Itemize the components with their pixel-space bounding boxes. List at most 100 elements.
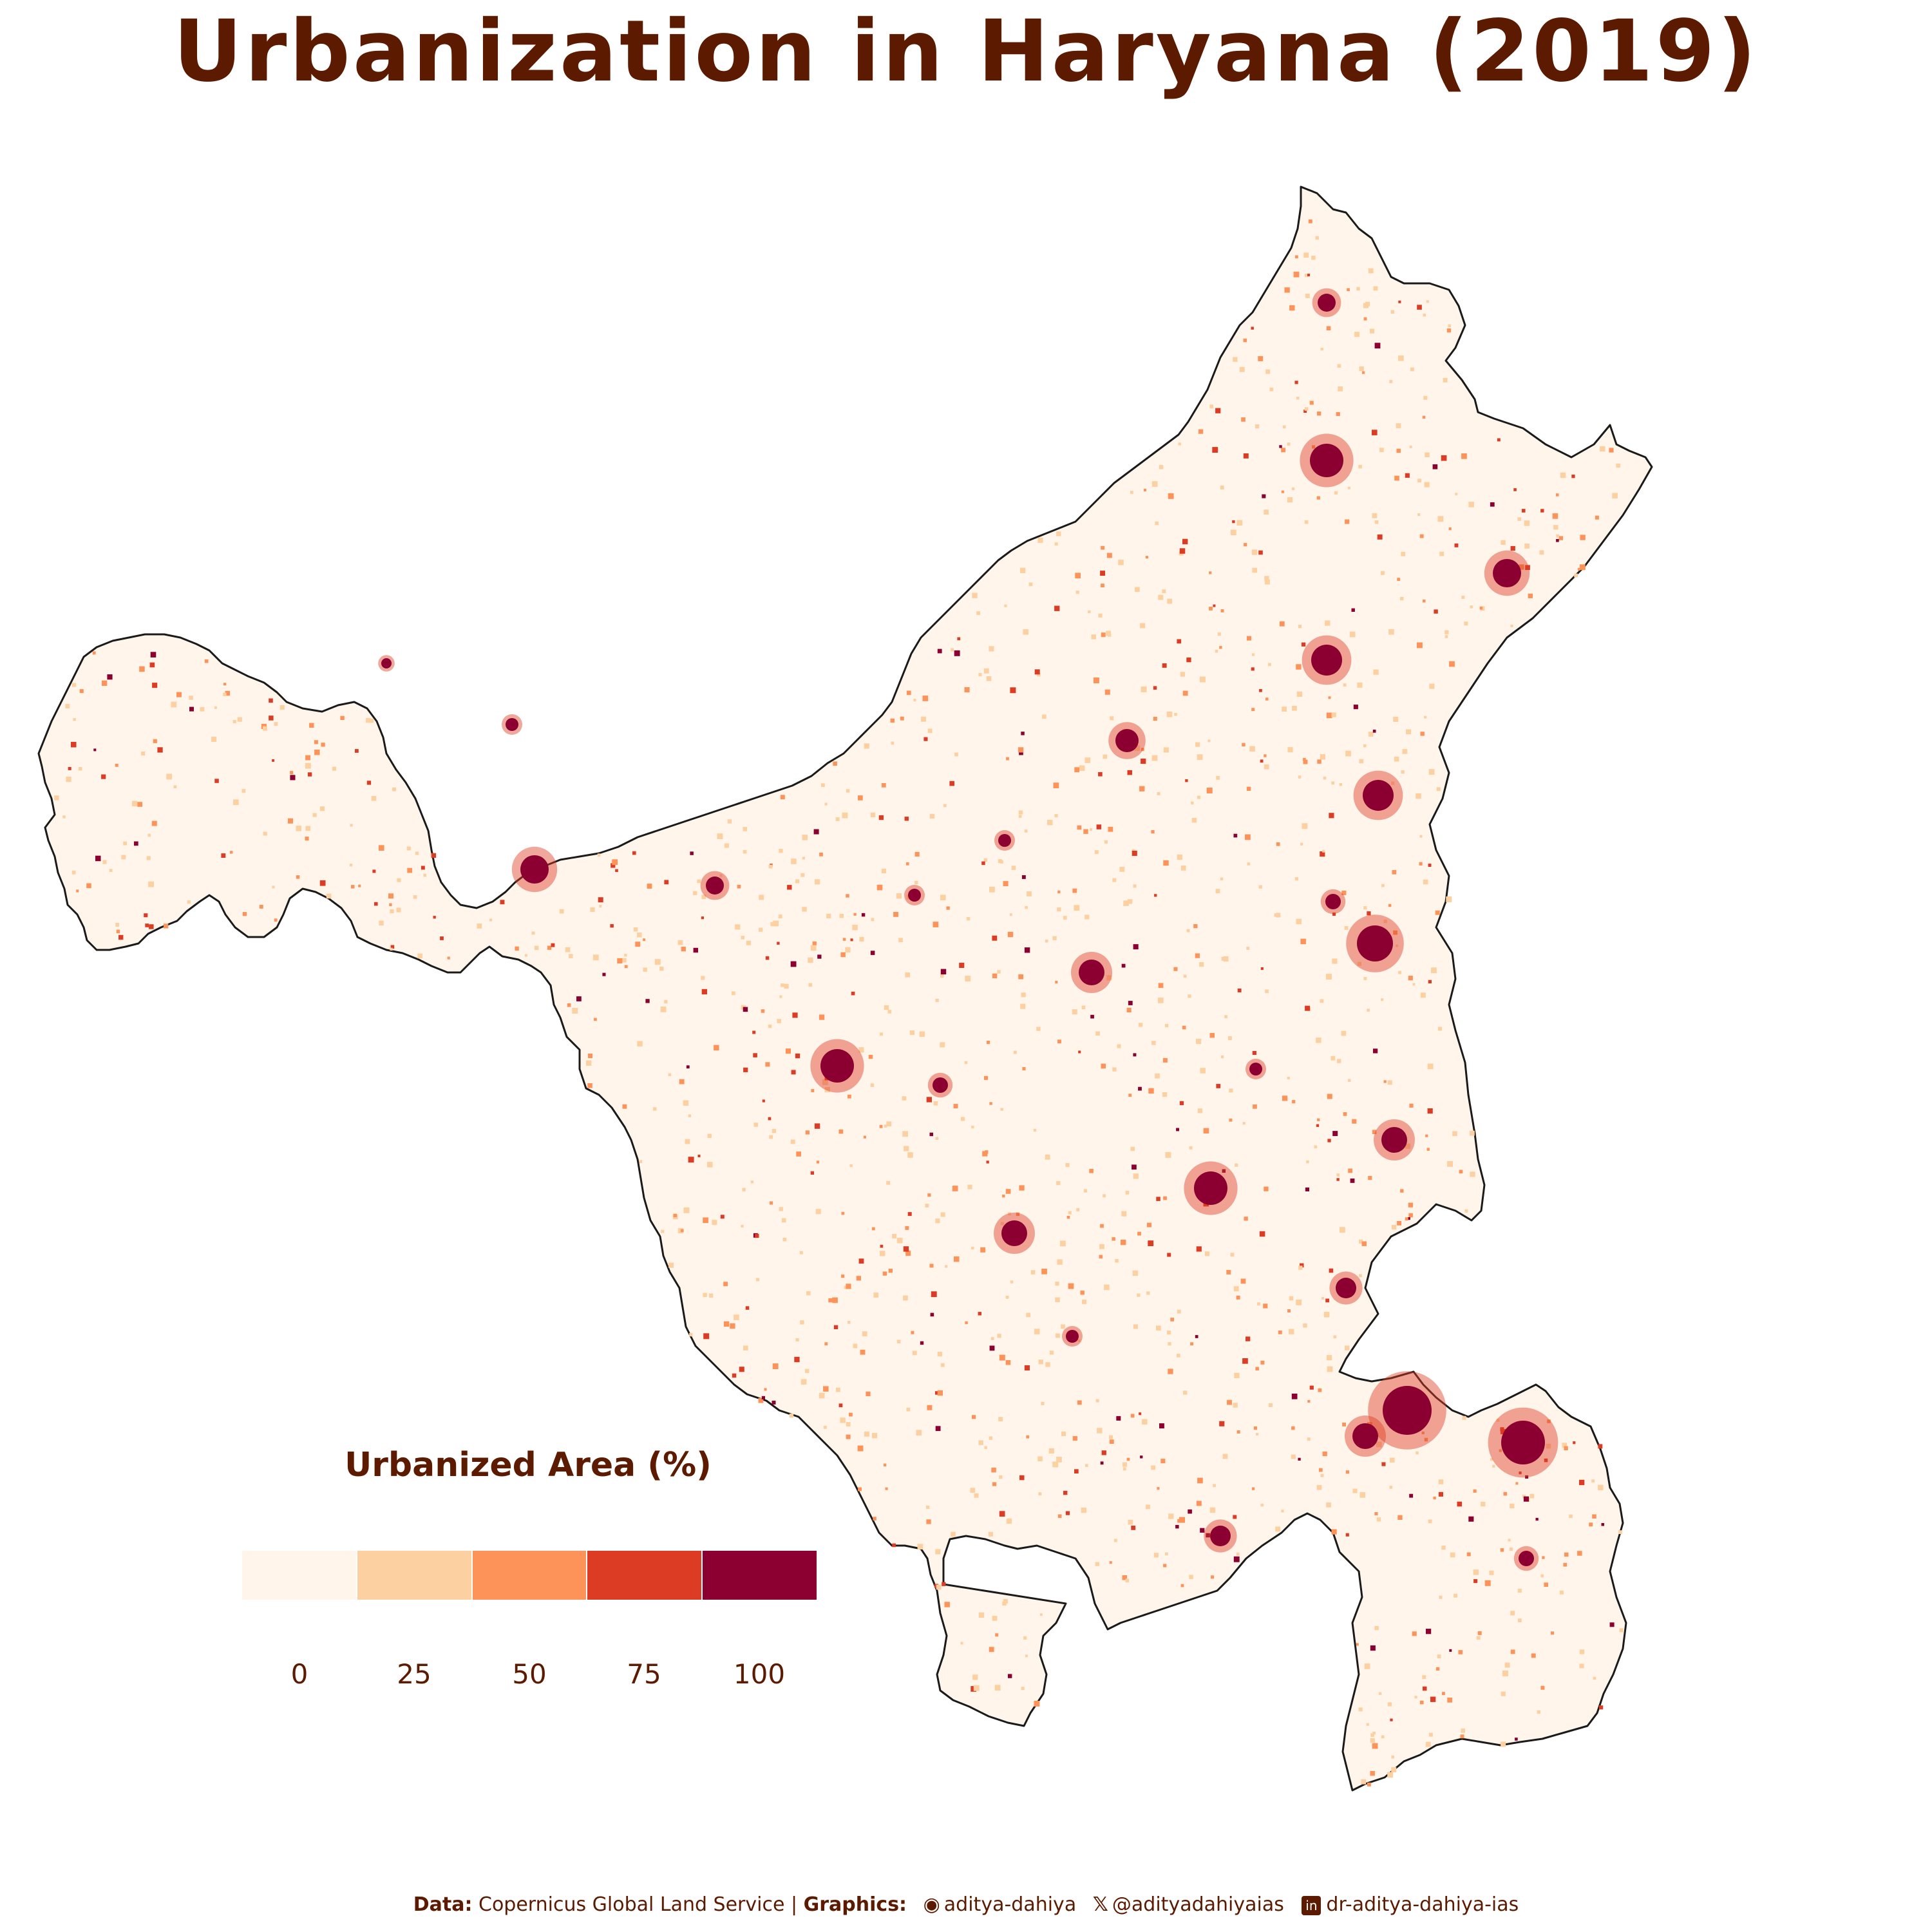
- urban-pixel: [1435, 910, 1440, 915]
- urban-pixel: [340, 715, 345, 720]
- caption-github-handle[interactable]: aditya-dahiya: [943, 1893, 1077, 1916]
- urban-pixel: [1412, 1631, 1417, 1636]
- urban-pixel: [1148, 1240, 1154, 1246]
- urban-pixel: [1049, 1350, 1054, 1355]
- urban-pixel: [1173, 967, 1178, 971]
- urban-pixel: [1130, 491, 1133, 494]
- urban-pixel: [1163, 1564, 1167, 1567]
- urban-pixel: [1479, 607, 1483, 610]
- urban-pixel: [1256, 1302, 1260, 1306]
- urban-pixel: [1296, 396, 1300, 400]
- urban-pixel: [1072, 1435, 1077, 1441]
- urban-pixel: [921, 716, 926, 722]
- urban-pixel: [1024, 1365, 1030, 1371]
- urban-pixel: [778, 914, 782, 918]
- legend-tick-75: 75: [627, 1658, 661, 1690]
- urban-pixel: [1381, 884, 1385, 887]
- urban-pixel: [1168, 1368, 1173, 1374]
- urban-pixel: [1178, 442, 1181, 446]
- urban-pixel: [1314, 1145, 1318, 1149]
- urban-pixel: [1381, 1462, 1386, 1466]
- urban-pixel: [870, 812, 876, 817]
- urban-pixel: [1433, 1496, 1436, 1500]
- urban-pixel: [1417, 642, 1423, 649]
- urban-pixel: [1008, 1674, 1012, 1678]
- urban-pixel: [305, 837, 309, 841]
- urban-pixel: [1265, 697, 1269, 701]
- urban-pixel: [1190, 1342, 1193, 1346]
- urban-pixel: [547, 945, 552, 950]
- urban-pixel: [823, 1386, 829, 1392]
- urban-pixel: [95, 855, 101, 862]
- urban-pixel: [1359, 759, 1364, 764]
- urban-pixel: [777, 1019, 781, 1023]
- urban-pixel: [1025, 1654, 1028, 1658]
- urban-pixel: [1287, 497, 1293, 503]
- urban-pixel: [1364, 1663, 1370, 1669]
- urban-pixel: [1130, 1146, 1135, 1151]
- urban-pixel: [305, 755, 310, 761]
- urban-pixel: [1391, 781, 1395, 785]
- urban-pixel: [1003, 1598, 1008, 1604]
- urban-pixel: [1002, 1195, 1005, 1198]
- urban-pixel: [1300, 842, 1303, 846]
- urban-pixel: [1037, 1456, 1043, 1462]
- urban-pixel: [406, 846, 411, 851]
- urban-pixel: [1237, 989, 1242, 992]
- urban-pixel: [1175, 1524, 1179, 1529]
- urban-pixel: [664, 999, 668, 1004]
- urban-pixel: [758, 1397, 764, 1403]
- urban-pixel: [1298, 775, 1302, 779]
- urban-pixel: [204, 659, 209, 663]
- urban-pixel: [1153, 686, 1157, 690]
- urban-pixel: [1157, 791, 1160, 795]
- urban-pixel: [1245, 834, 1251, 840]
- urban-pixel: [319, 806, 325, 811]
- urban-pixel: [413, 895, 417, 899]
- urban-pixel: [794, 1356, 800, 1363]
- city-core: [1001, 1220, 1027, 1246]
- urban-pixel: [1096, 824, 1102, 829]
- urban-pixel: [1591, 1479, 1595, 1483]
- urban-pixel: [679, 1079, 685, 1084]
- urban-pixel: [1255, 1367, 1259, 1370]
- urban-pixel: [1339, 783, 1342, 786]
- urban-pixel: [753, 1122, 758, 1127]
- urban-pixel: [1057, 1514, 1062, 1519]
- urban-pixel: [312, 813, 317, 817]
- urban-pixel: [984, 1075, 989, 1080]
- urban-pixel: [1291, 487, 1295, 491]
- city-cluster: [1345, 1416, 1386, 1457]
- urban-pixel: [1122, 1575, 1127, 1580]
- urban-pixel: [1303, 759, 1308, 764]
- urban-pixel: [1108, 826, 1113, 832]
- urban-pixel: [1034, 1329, 1040, 1334]
- urban-pixel: [1373, 669, 1379, 675]
- urban-pixel: [1320, 348, 1323, 351]
- urban-pixel: [242, 912, 247, 916]
- urban-pixel: [1446, 328, 1452, 333]
- urban-pixel: [421, 866, 425, 870]
- urban-pixel: [415, 851, 419, 855]
- urban-pixel: [708, 1293, 714, 1298]
- urban-pixel: [1510, 545, 1515, 551]
- urban-pixel: [1564, 1552, 1569, 1557]
- urban-pixel: [1056, 531, 1061, 536]
- caption-x-handle[interactable]: @adityadahiyaias: [1112, 1893, 1284, 1916]
- urban-pixel: [1209, 607, 1213, 611]
- urban-pixel: [1296, 691, 1303, 697]
- urban-pixel: [1133, 944, 1139, 950]
- urban-pixel: [263, 726, 267, 731]
- urban-pixel: [1517, 1618, 1522, 1623]
- urban-pixel: [1376, 1441, 1382, 1448]
- urban-pixel: [1599, 1705, 1604, 1710]
- urban-pixel: [1396, 448, 1401, 453]
- caption-linkedin-handle[interactable]: dr-aditya-dahiya-ias: [1326, 1893, 1519, 1916]
- city-cluster: [1484, 550, 1530, 596]
- urban-pixel: [823, 1425, 827, 1429]
- urban-pixel: [1182, 1025, 1186, 1030]
- urban-pixel: [1132, 849, 1135, 853]
- urban-pixel: [1353, 705, 1358, 710]
- urban-pixel: [989, 1436, 992, 1440]
- urban-pixel: [1517, 517, 1521, 521]
